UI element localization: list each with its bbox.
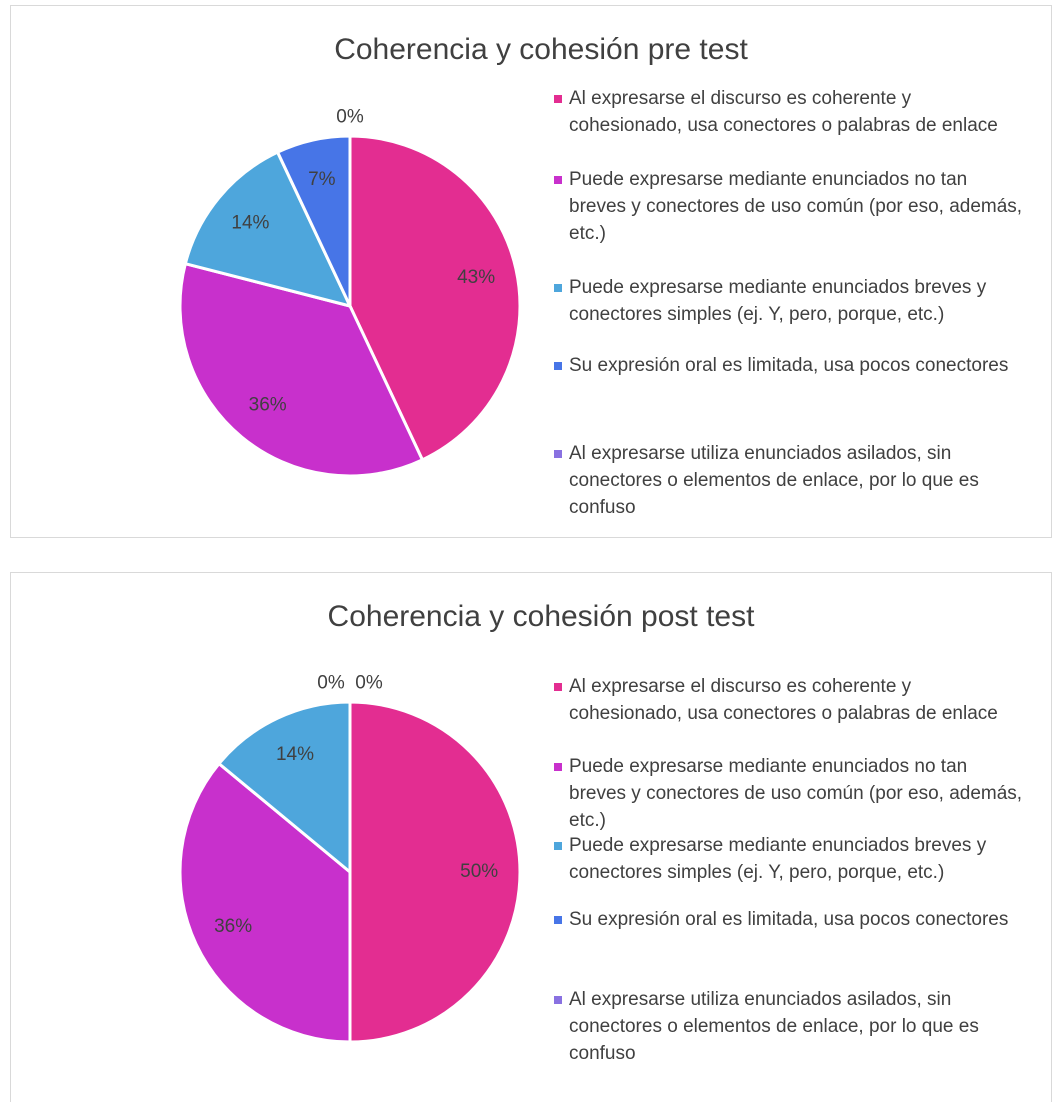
data-label: 7% bbox=[308, 169, 336, 190]
chart-panel: Coherencia y cohesión post test 50% 36% 14%… bbox=[10, 572, 1052, 1102]
legend-swatch bbox=[554, 362, 562, 370]
data-label: 0% bbox=[355, 672, 383, 693]
legend-label: Puede expresarse mediante enunciados no … bbox=[569, 169, 1023, 244]
legend-item: Puede expresarse mediante enunciados no … bbox=[554, 753, 1024, 834]
data-label: 0% bbox=[317, 672, 345, 693]
legend-swatch bbox=[554, 284, 562, 292]
pie-slice bbox=[178, 761, 352, 1044]
legend-swatch bbox=[554, 842, 562, 850]
legend-label: Al expresarse utiliza enunciados asilado… bbox=[569, 989, 979, 1064]
data-label: 14% bbox=[231, 213, 269, 234]
chart-title: Coherencia y cohesión post test bbox=[328, 600, 756, 633]
data-label: 50% bbox=[460, 861, 498, 882]
pie-slice bbox=[183, 150, 353, 309]
pie-slice bbox=[348, 700, 522, 1044]
legend-item: Al expresarse utiliza enunciados asilado… bbox=[554, 440, 1024, 521]
chart-title: Coherencia y cohesión pre test bbox=[334, 33, 748, 66]
legend-label: Al expresarse el discurso es coherente y… bbox=[569, 88, 998, 136]
legend-item: Puede expresarse mediante enunciados no … bbox=[554, 166, 1024, 247]
legend-label: Puede expresarse mediante enunciados bre… bbox=[569, 835, 987, 883]
legend-item: Al expresarse el discurso es coherente y… bbox=[554, 673, 1024, 727]
legend-label: Su expresión oral es limitada, usa pocos… bbox=[569, 355, 1009, 376]
legend-label: Al expresarse el discurso es coherente y… bbox=[569, 676, 998, 724]
data-label: 43% bbox=[457, 267, 495, 288]
legend-swatch bbox=[554, 95, 562, 103]
data-label: 36% bbox=[249, 395, 287, 416]
legend-swatch bbox=[554, 176, 562, 184]
data-label: 14% bbox=[276, 744, 314, 765]
chart-panel: Coherencia y cohesión pre test 43% 36% 14% 7… bbox=[10, 5, 1052, 538]
legend-swatch bbox=[554, 916, 562, 924]
legend-label: Al expresarse utiliza enunciados asilado… bbox=[569, 443, 979, 518]
legend-item: Al expresarse el discurso es coherente y… bbox=[554, 85, 1024, 139]
legend-item: Puede expresarse mediante enunciados bre… bbox=[554, 274, 1024, 328]
data-label: 36% bbox=[214, 916, 252, 937]
pie-chart: Coherencia y cohesión post test 50% 36% 14%… bbox=[178, 600, 756, 1044]
legend-item: Su expresión oral es limitada, usa pocos… bbox=[554, 906, 1024, 933]
pie-chart: Coherencia y cohesión pre test 43% 36% 14% 7… bbox=[178, 33, 748, 478]
legend-label: Su expresión oral es limitada, usa pocos… bbox=[569, 909, 1009, 930]
legend-swatch bbox=[554, 683, 562, 691]
legend-item: Puede expresarse mediante enunciados bre… bbox=[554, 832, 1024, 886]
legend-swatch bbox=[554, 996, 562, 1004]
legend-swatch bbox=[554, 450, 562, 458]
legend-label: Puede expresarse mediante enunciados bre… bbox=[569, 277, 987, 325]
pie-slice bbox=[178, 261, 425, 478]
pie-slice bbox=[216, 700, 352, 876]
legend-item: Su expresión oral es limitada, usa pocos… bbox=[554, 352, 1024, 379]
pie-slice bbox=[348, 134, 522, 462]
data-label: 0% bbox=[336, 106, 364, 127]
legend-label: Puede expresarse mediante enunciados no … bbox=[569, 756, 1023, 831]
legend-item: Al expresarse utiliza enunciados asilado… bbox=[554, 986, 1024, 1067]
legend-swatch bbox=[554, 763, 562, 771]
